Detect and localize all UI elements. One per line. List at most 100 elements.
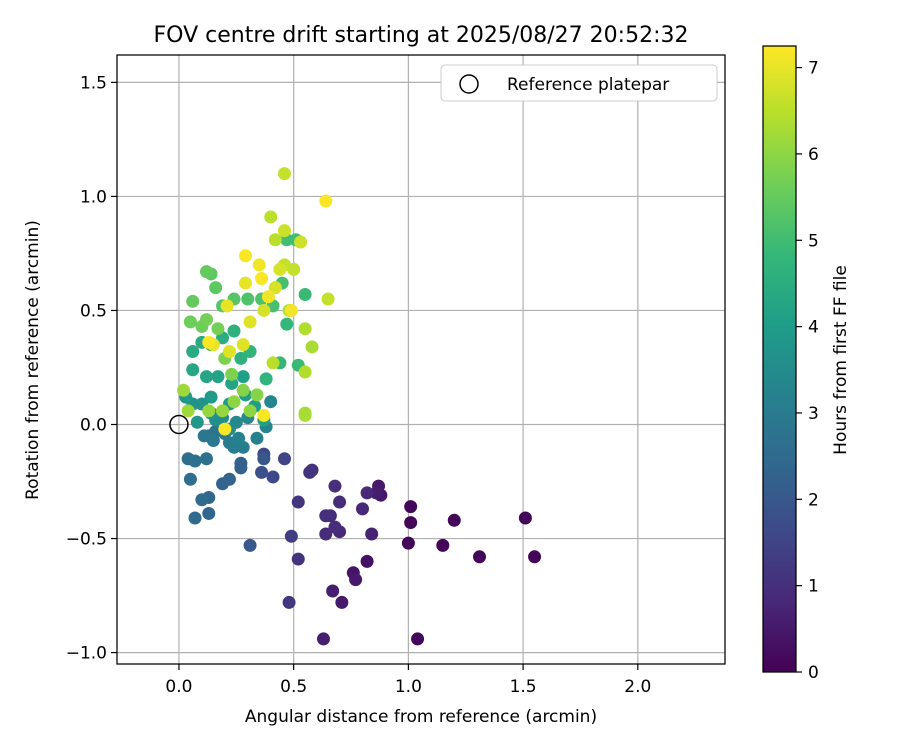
data-point bbox=[225, 367, 239, 381]
data-point bbox=[199, 370, 213, 384]
data-point bbox=[257, 408, 271, 422]
data-point bbox=[277, 452, 291, 466]
data-point bbox=[473, 550, 487, 564]
colorbar-ticks: 0 1 2 3 4 5 6 7 bbox=[796, 59, 819, 683]
y-tick-label: 0.5 bbox=[80, 301, 107, 321]
data-point bbox=[257, 303, 271, 317]
x-axis-label: Angular distance from reference (arcmin) bbox=[245, 707, 597, 727]
data-point bbox=[220, 299, 234, 313]
data-point bbox=[298, 287, 312, 301]
data-point bbox=[250, 388, 264, 402]
data-point bbox=[266, 356, 280, 370]
data-point bbox=[211, 322, 225, 336]
plot-frame bbox=[116, 54, 726, 665]
data-point bbox=[305, 340, 319, 354]
colorbar-tick-label: 4 bbox=[808, 318, 819, 338]
data-point bbox=[282, 595, 296, 609]
plot-area: 0.0 0.5 1.0 1.5 2.0 −1.0 −0.5 0.0 0.5 1.0 1.5 bbox=[66, 54, 726, 697]
data-point bbox=[227, 324, 241, 338]
data-point bbox=[335, 595, 349, 609]
data-point bbox=[349, 573, 363, 587]
data-point bbox=[303, 465, 317, 479]
data-point bbox=[204, 390, 218, 404]
data-points bbox=[177, 167, 542, 646]
data-point bbox=[197, 429, 211, 443]
data-point bbox=[261, 290, 275, 304]
plot-background bbox=[117, 55, 725, 664]
data-point bbox=[202, 404, 216, 418]
data-point bbox=[268, 233, 282, 247]
data-point bbox=[277, 224, 291, 238]
y-tick-label: 0.0 bbox=[80, 416, 107, 436]
data-point bbox=[401, 536, 415, 550]
data-point bbox=[238, 249, 252, 263]
colorbar-label: Hours from first FF file bbox=[831, 265, 851, 455]
reference-platepar-marker bbox=[169, 414, 189, 435]
data-point bbox=[238, 276, 252, 290]
colorbar-tick-label: 0 bbox=[808, 663, 819, 683]
data-point bbox=[257, 452, 271, 466]
y-tick-label: −1.0 bbox=[66, 644, 107, 664]
data-point bbox=[177, 383, 191, 397]
colorbar-tick-label: 6 bbox=[808, 145, 819, 165]
data-point bbox=[321, 292, 335, 306]
data-point bbox=[186, 363, 200, 377]
data-point bbox=[259, 372, 273, 386]
data-point bbox=[277, 167, 291, 181]
data-point bbox=[202, 506, 216, 520]
colorbar: 0 1 2 3 4 5 6 7 Hours from first FF file bbox=[762, 45, 851, 683]
data-point bbox=[216, 477, 230, 491]
colorbar-tick-label: 5 bbox=[808, 231, 819, 251]
y-tick-label: 1.5 bbox=[80, 73, 107, 93]
data-point bbox=[518, 511, 532, 525]
data-point bbox=[216, 404, 230, 418]
x-tick-label: 2.0 bbox=[624, 677, 651, 697]
data-point bbox=[360, 486, 374, 500]
data-point bbox=[319, 509, 333, 523]
data-point bbox=[202, 335, 216, 349]
data-point bbox=[287, 262, 301, 276]
colorbar-gradient bbox=[762, 45, 797, 673]
data-point bbox=[328, 479, 342, 493]
data-point bbox=[280, 317, 294, 331]
data-point bbox=[264, 395, 278, 409]
data-point bbox=[284, 303, 298, 317]
data-point bbox=[188, 454, 202, 468]
data-point bbox=[326, 584, 340, 598]
y-tick-label: −0.5 bbox=[66, 530, 107, 550]
data-point bbox=[218, 422, 232, 436]
data-point bbox=[199, 313, 213, 327]
data-point bbox=[188, 511, 202, 525]
data-point bbox=[222, 345, 236, 359]
data-point bbox=[355, 502, 369, 516]
data-point bbox=[404, 500, 418, 514]
data-point bbox=[209, 281, 223, 295]
data-point bbox=[447, 513, 461, 527]
data-point bbox=[252, 258, 266, 272]
data-point bbox=[243, 315, 257, 329]
data-point bbox=[183, 315, 197, 329]
data-point bbox=[186, 294, 200, 308]
data-point bbox=[319, 527, 333, 541]
data-point bbox=[186, 345, 200, 359]
data-point bbox=[273, 262, 287, 276]
data-point bbox=[369, 486, 383, 500]
legend-entry-reference-platepar: Reference platepar bbox=[507, 75, 669, 95]
data-point bbox=[190, 415, 204, 429]
data-point bbox=[243, 538, 257, 552]
x-tick-label: 0.0 bbox=[165, 677, 192, 697]
data-point bbox=[199, 452, 213, 466]
y-axis-label: Rotation from reference (arcmin) bbox=[23, 220, 43, 500]
chart-title: FOV centre drift starting at 2025/08/27 … bbox=[154, 23, 689, 48]
legend-marker-icon bbox=[459, 74, 479, 94]
data-point bbox=[181, 404, 195, 418]
legend: Reference platepar bbox=[440, 64, 718, 102]
data-point bbox=[360, 554, 374, 568]
x-tick-label: 1.0 bbox=[395, 677, 422, 697]
data-point bbox=[243, 404, 257, 418]
data-point bbox=[236, 383, 250, 397]
data-point bbox=[232, 431, 246, 445]
data-point bbox=[236, 338, 250, 352]
data-point bbox=[195, 493, 209, 507]
